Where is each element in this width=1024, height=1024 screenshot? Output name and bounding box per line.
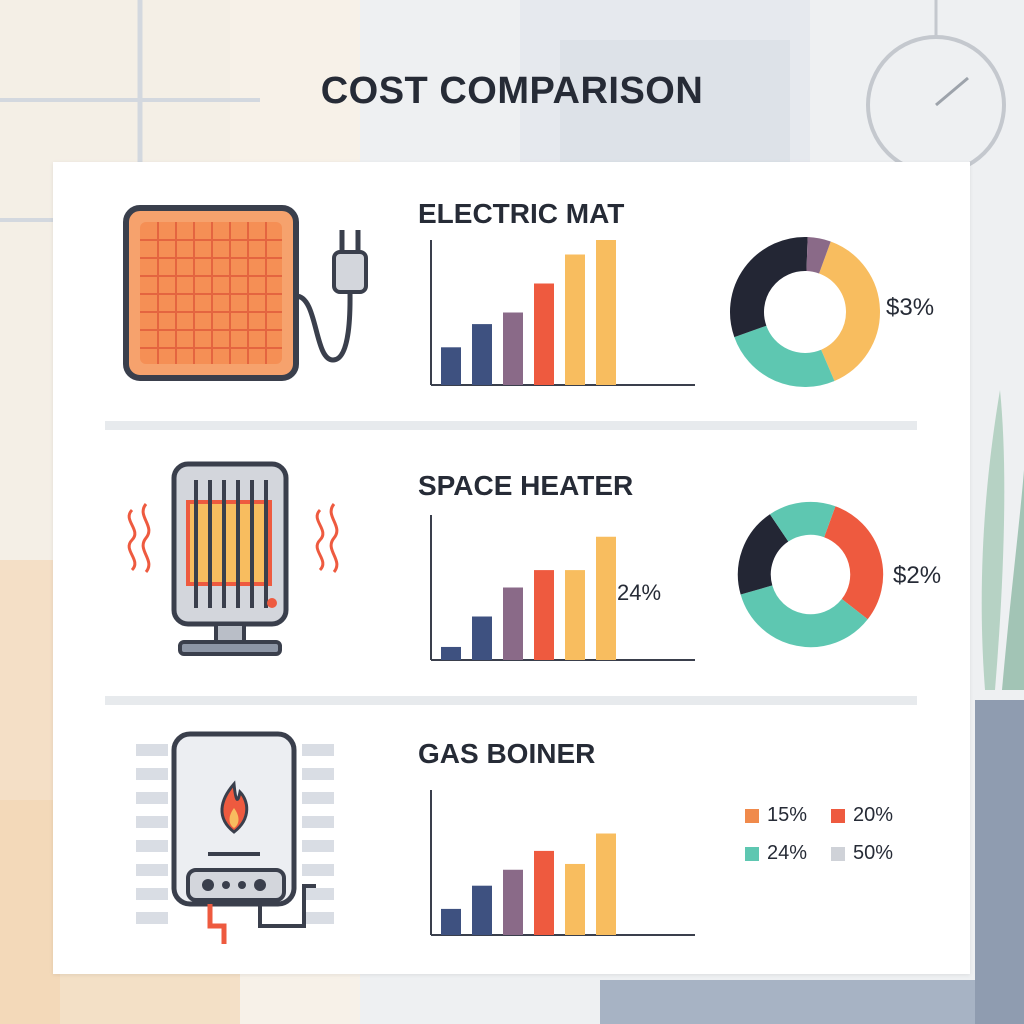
bar: [472, 324, 492, 385]
legend-label: 20%: [853, 804, 894, 826]
bar: [441, 347, 461, 385]
bar-chart-electric-mat: [430, 240, 695, 386]
donut-slice: [737, 514, 789, 595]
donut-slice: [823, 506, 884, 620]
page-title: COST COMPARISON: [320, 70, 704, 112]
space-heater-icon: [127, 461, 339, 656]
bar: [596, 240, 616, 385]
legend-label: 24%: [767, 842, 808, 864]
bar: [565, 570, 585, 660]
donut-chart-electric-mat: [730, 237, 880, 387]
legend-swatch: [745, 808, 759, 823]
donut-slice: [818, 241, 880, 381]
legend-item: 50%: [831, 842, 893, 865]
bar: [441, 908, 461, 935]
legend-gas-boiler: 15% 20% 24% 50%: [745, 800, 925, 870]
donut-label-space-heater: $2%: [893, 562, 942, 589]
legend-label: 50%: [853, 842, 894, 864]
bar: [534, 570, 554, 660]
donut-chart-space-heater: [737, 501, 884, 648]
bar: [565, 863, 585, 935]
donut-slice: [740, 584, 868, 648]
bar: [472, 616, 492, 660]
bar-chart-space-heater: [430, 515, 695, 661]
bar: [596, 833, 616, 935]
legend-swatch: [831, 846, 845, 861]
legend-swatch: [831, 808, 845, 823]
donut-slice: [769, 501, 836, 542]
bar: [472, 885, 492, 935]
bar: [534, 850, 554, 935]
row-gas-boiler: GAS BOINER 15% 20% 24% 50%: [0, 0, 1024, 944]
legend-item: 20%: [831, 804, 893, 827]
bar: [596, 536, 616, 660]
bar: [503, 312, 523, 385]
row-title-space-heater: SPACE HEATER: [418, 470, 634, 501]
bar: [441, 646, 461, 660]
row-divider: [105, 421, 917, 430]
donut-slice: [730, 237, 808, 338]
bar: [565, 254, 585, 385]
row-electric-mat: ELECTRIC MAT $3%: [0, 0, 1024, 387]
bar: [534, 283, 554, 385]
row-space-heater: SPACE HEATER 24% $2%: [0, 0, 1024, 661]
donut-label-electric-mat: $3%: [886, 294, 935, 321]
donut-slice: [805, 237, 831, 274]
donut-slice: [734, 324, 835, 387]
legend-swatch: [745, 846, 759, 861]
bar: [503, 587, 523, 660]
row-divider: [105, 696, 917, 705]
row-title-gas-boiler: GAS BOINER: [418, 738, 596, 769]
bar: [503, 869, 523, 935]
legend-item: 15%: [745, 804, 807, 827]
legend-label: 15%: [767, 804, 808, 826]
bar-note-space-heater: 24%: [617, 580, 662, 605]
legend-item: 24%: [745, 842, 807, 865]
row-title-electric-mat: ELECTRIC MAT: [418, 198, 625, 229]
gas-boiler-icon: [136, 731, 334, 944]
bar-chart-gas-boiler: [430, 790, 695, 936]
electric-mat-icon: [123, 205, 368, 381]
